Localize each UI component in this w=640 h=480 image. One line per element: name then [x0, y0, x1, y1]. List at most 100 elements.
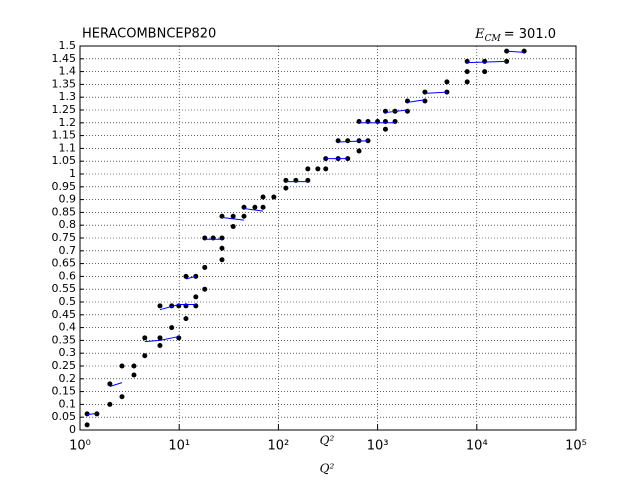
data-point	[142, 353, 148, 359]
data-point	[157, 335, 163, 341]
fit-line	[243, 208, 264, 212]
fit-line	[385, 109, 408, 114]
y-tick-label: 0.55	[52, 282, 77, 295]
y-tick-label: 0.2	[59, 372, 77, 385]
data-point	[202, 286, 208, 292]
data-point	[131, 363, 137, 369]
data-point	[422, 98, 428, 104]
data-point	[404, 98, 410, 104]
data-point	[335, 138, 341, 144]
y-tick-label: 1.35	[52, 77, 77, 90]
data-point	[183, 273, 189, 279]
data-point	[444, 79, 450, 85]
fit-line	[338, 140, 369, 143]
y-tick-label: 1.45	[52, 52, 77, 65]
x-tick-label: 10⁴	[466, 439, 488, 454]
energy-symbol: E	[474, 27, 485, 42]
y-tick-label: 0.85	[52, 205, 77, 218]
y-tick-label: 0.25	[52, 359, 77, 372]
y-tick-label: 0.35	[52, 333, 77, 346]
data-point	[464, 69, 470, 75]
y-tick-label: 0.9	[59, 193, 77, 206]
data-point	[356, 148, 362, 154]
y-tick-label: 1.05	[52, 154, 77, 167]
y-tick-label: 1.2	[59, 116, 77, 129]
y-tick-label: 1.3	[59, 90, 77, 103]
x-tick-label: 10⁵	[565, 439, 587, 454]
x-tick-label: 10³	[367, 439, 389, 454]
fit-line	[144, 336, 179, 343]
y-tick-label: 0.15	[52, 385, 77, 398]
y-tick-label: 1.15	[52, 129, 77, 142]
data-point	[183, 316, 189, 322]
y-tick-label: 1.4	[59, 65, 77, 78]
data-point	[142, 335, 148, 341]
fit-line	[109, 382, 123, 387]
fit-line	[424, 91, 447, 94]
y-tick-label: 0	[69, 423, 76, 436]
data-point	[464, 58, 470, 64]
y-tick-label: 0.6	[59, 269, 77, 282]
data-point	[230, 213, 236, 219]
data-point	[193, 294, 199, 300]
fit-line	[159, 304, 196, 311]
data-point	[482, 58, 488, 64]
data-point	[230, 223, 236, 229]
fit-line	[87, 412, 97, 416]
y-tick-label: 0.8	[59, 218, 77, 231]
y-tick-label: 0.65	[52, 257, 77, 270]
y-tick-label: 1	[69, 167, 76, 180]
energy-value: = 301.0	[504, 27, 556, 42]
x-axis-label: Q²	[320, 462, 335, 476]
fit-line	[506, 50, 525, 53]
data-point	[157, 303, 163, 309]
data-point	[345, 138, 351, 144]
fit-line	[185, 275, 196, 280]
plot-frame	[79, 45, 577, 431]
energy-subscript: CM	[485, 34, 502, 44]
energy-annotation: ECM = 301.0	[474, 27, 556, 44]
y-tick-label: 0.4	[59, 321, 77, 334]
y-tick-label: 0.1	[59, 397, 77, 410]
y-tick-label: 0.05	[52, 410, 77, 423]
y-tick-label: 1.5	[59, 39, 77, 52]
data-point	[404, 108, 410, 114]
data-point	[323, 166, 329, 172]
x-axis-label-inner: Q²	[320, 434, 335, 448]
data-point	[131, 372, 137, 378]
x-tick-label: 10²	[268, 439, 290, 454]
data-point	[283, 185, 289, 191]
chart-title: HERACOMBNCEP820	[82, 27, 216, 42]
data-point	[157, 343, 163, 349]
data-point	[84, 411, 90, 417]
data-point	[315, 166, 321, 172]
data-point	[271, 194, 277, 200]
data-point	[260, 204, 266, 210]
data-point	[382, 108, 388, 114]
y-tick-label: 0.95	[52, 180, 77, 193]
y-tick-label: 0.45	[52, 308, 77, 321]
data-point	[521, 48, 527, 54]
data-point	[219, 245, 225, 251]
data-point	[241, 213, 247, 219]
y-tick-label: 0.3	[59, 346, 77, 359]
y-tick-label: 1.1	[59, 141, 77, 154]
data-point	[252, 204, 258, 210]
fit-line	[467, 60, 507, 64]
data-point	[84, 422, 90, 428]
x-tick-label: 10⁰	[69, 439, 91, 454]
data-point	[260, 194, 266, 200]
data-point	[482, 69, 488, 75]
data-point	[422, 89, 428, 95]
x-tick-label: 10¹	[168, 439, 190, 454]
fit-line	[407, 99, 426, 103]
y-tick-label: 0.7	[59, 244, 77, 257]
y-tick-label: 0.75	[52, 231, 77, 244]
data-point	[94, 411, 100, 417]
data-point	[305, 166, 311, 172]
fit-line	[221, 217, 245, 221]
data-point	[219, 257, 225, 263]
data-point	[382, 126, 388, 132]
